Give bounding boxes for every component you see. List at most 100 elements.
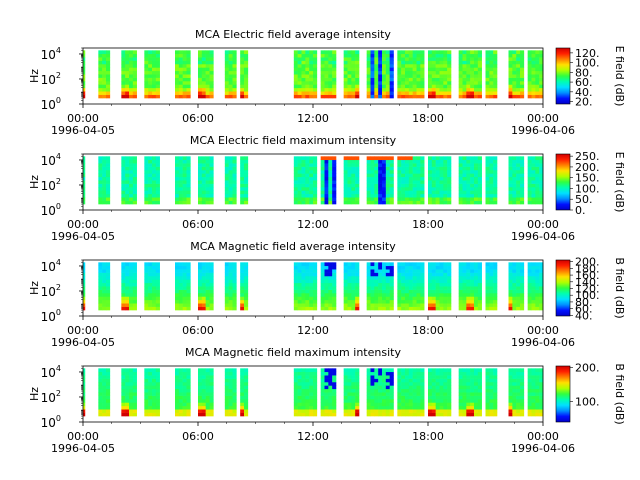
spectrogram-cell	[198, 299, 203, 304]
spectrogram-cell	[313, 262, 318, 267]
spectrogram-cell	[178, 166, 183, 171]
spectrogram-cell	[512, 395, 517, 400]
spectrogram-cell	[328, 399, 333, 403]
spectrogram-cell	[351, 91, 356, 95]
spectrogram-cell	[232, 166, 237, 171]
spectrogram-cell	[527, 87, 532, 92]
spectrogram-cell	[240, 200, 245, 205]
spectrogram-cell	[144, 193, 149, 198]
spectrogram-cell	[175, 272, 180, 277]
spectrogram-cell	[301, 299, 306, 304]
spectrogram-cell	[531, 303, 536, 307]
spectrogram-cell	[431, 91, 436, 95]
spectrogram-cell	[205, 53, 210, 58]
spectrogram-cell	[428, 87, 433, 92]
spectrogram-cell	[293, 193, 298, 198]
spectrogram-cell	[347, 187, 352, 191]
spectrogram-cell	[347, 193, 352, 198]
spectrogram-cell	[152, 371, 157, 376]
spectrogram-cell	[121, 190, 126, 195]
spectrogram-cell	[129, 402, 134, 407]
spectrogram-cell	[477, 262, 482, 267]
spectrogram-cell	[466, 378, 471, 383]
spectrogram-cell	[320, 275, 325, 280]
spectrogram-cell	[520, 159, 525, 164]
spectrogram-cell	[347, 306, 352, 311]
spectrogram-cell	[313, 50, 318, 55]
spectrogram-cell	[198, 405, 203, 410]
spectrogram-cell	[485, 60, 490, 65]
spectrogram-cell	[301, 399, 306, 403]
spectrogram-cell	[397, 409, 402, 413]
spectrogram-cell	[324, 91, 329, 95]
data-segment	[175, 156, 191, 205]
chart-title: MCA Electric field average intensity	[195, 28, 391, 41]
spectrogram-cell	[489, 193, 494, 198]
spectrogram-cell	[178, 375, 183, 379]
spectrogram-cell	[102, 50, 107, 55]
spectrogram-cell	[343, 402, 348, 407]
spectrogram-cell	[405, 385, 410, 390]
spectrogram-cell	[512, 375, 517, 379]
spectrogram-cell	[328, 74, 333, 78]
spectrogram-cell	[416, 156, 421, 161]
spectrogram-cell	[439, 74, 444, 78]
spectrogram-cell	[508, 166, 513, 171]
spectrogram-cell	[520, 84, 525, 89]
spectrogram-cell	[474, 375, 479, 379]
spectrogram-cell	[343, 166, 348, 171]
spectrogram-cell	[397, 91, 402, 95]
spectrogram-cell	[324, 272, 329, 277]
spectrogram-cell	[462, 272, 467, 277]
spectrogram-cell	[462, 50, 467, 55]
spectrogram-cell	[389, 381, 394, 386]
spectrogram-cell	[324, 375, 329, 379]
spectrogram-cell	[366, 163, 371, 167]
spectrogram-cell	[489, 289, 494, 294]
spectrogram-cell	[431, 262, 436, 267]
spectrogram-cell	[489, 169, 494, 174]
spectrogram-cell	[527, 405, 532, 410]
spectrogram-cell	[378, 392, 383, 396]
spectrogram-cell	[182, 193, 187, 198]
spectrogram-cell	[435, 399, 440, 403]
spectrogram-cell	[439, 402, 444, 407]
spectrogram-cell	[106, 265, 111, 270]
spectrogram-cell	[351, 63, 356, 68]
spectrogram-cell	[148, 269, 153, 273]
spectrogram-cell	[355, 269, 360, 273]
spectrogram-cell	[313, 180, 318, 184]
spectrogram-cell	[244, 87, 249, 92]
spectrogram-cell	[385, 265, 390, 270]
spectrogram-cell	[201, 166, 206, 171]
colorbar-tick-label: 200.	[575, 256, 600, 269]
spectrogram-cell	[385, 306, 390, 311]
spectrogram-cell	[297, 405, 302, 410]
spectrogram-cell	[178, 173, 183, 178]
spectrogram-cell	[309, 67, 314, 72]
spectrogram-cell	[493, 412, 498, 417]
data-segment	[428, 262, 452, 311]
spectrogram-cell	[477, 405, 482, 410]
spectrogram-cell	[416, 402, 421, 407]
spectrogram-cell	[489, 269, 494, 273]
data-segment	[121, 50, 137, 99]
spectrogram-cell	[106, 70, 111, 75]
spectrogram-cell	[508, 193, 513, 198]
spectrogram-cell	[178, 81, 183, 85]
spectrogram-cell	[516, 412, 521, 417]
spectrogram-cell	[301, 392, 306, 396]
spectrogram-cell	[374, 279, 379, 284]
spectrogram-cell	[121, 166, 126, 171]
spectrogram-cell	[397, 84, 402, 89]
x-tick-date: 1996-04-05	[51, 442, 115, 455]
spectrogram-cell	[343, 275, 348, 280]
spectrogram-cell	[328, 169, 333, 174]
spectrogram-cell	[205, 77, 210, 82]
spectrogram-cell	[175, 269, 180, 273]
spectrogram-cell	[324, 368, 329, 373]
spectrogram-cell	[535, 166, 540, 171]
spectrogram-cell	[175, 84, 180, 89]
